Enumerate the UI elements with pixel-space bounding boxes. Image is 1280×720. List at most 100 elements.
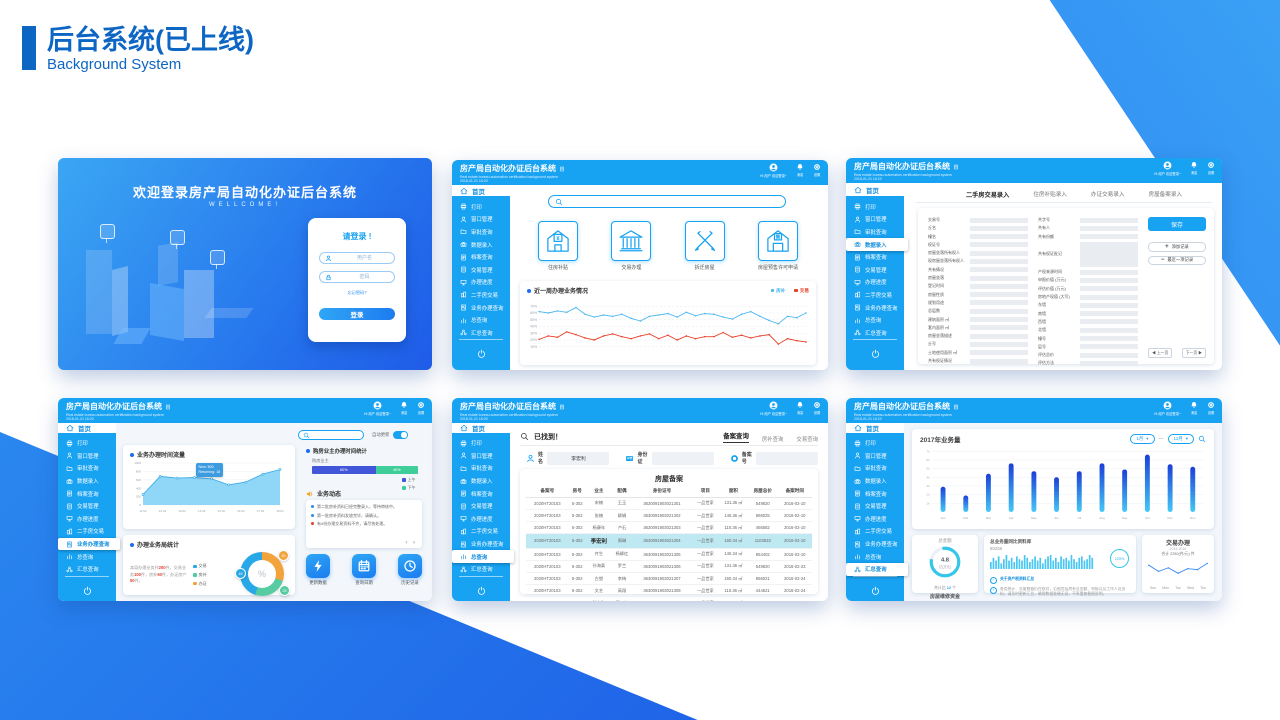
power-button[interactable] [477, 582, 486, 600]
messages-button[interactable]: 消息 [1190, 401, 1198, 416]
login-button[interactable]: 登录 [319, 308, 395, 320]
sidebar-item-9[interactable]: 总查询 [846, 550, 904, 563]
shortcut-2[interactable]: 拆迁房屋 [675, 221, 735, 271]
input-placeholder-bar[interactable] [970, 350, 1028, 356]
sidebar-item-6[interactable]: 办理进度 [846, 276, 904, 289]
input-placeholder-bar[interactable] [1080, 336, 1138, 342]
sidebar-item-4[interactable]: 档案查询 [846, 487, 904, 500]
news-item[interactable]: 有4份办理交易资料不齐，请尽快处理。 [311, 521, 417, 526]
tab-3[interactable]: 房屋备案录入 [1148, 192, 1183, 198]
input-placeholder-bar[interactable] [970, 225, 1028, 231]
password-input[interactable] [335, 273, 394, 281]
next-page-button[interactable]: 下一页 ▶ [1181, 348, 1206, 358]
table-row[interactable]: 2020HT20103 5-302 宋楠 王玉 3630091903021301 一品世家… [526, 497, 812, 510]
sidebar-item-home[interactable]: 首页 [452, 423, 510, 433]
shortcut-3[interactable]: 售 房屋预售许可申请 [748, 221, 808, 271]
add-record-button[interactable]: + 添加记录 [1148, 242, 1206, 252]
sidebar-item-8[interactable]: 业务办理查询 [452, 538, 510, 551]
input-placeholder-bar[interactable] [1080, 294, 1138, 300]
sidebar-item-5[interactable]: 交易管理 [846, 263, 904, 276]
sidebar-item-7[interactable]: 二手房交易 [452, 525, 510, 538]
power-button[interactable] [83, 582, 92, 600]
table-row[interactable]: 2020HT20103 5-302 李宏利 周琳 3630091903021304 一品世… [526, 533, 812, 549]
shortcut-1[interactable]: 交易办理 [601, 221, 661, 271]
messages-button[interactable]: 消息 [796, 163, 804, 178]
sidebar-item-5[interactable]: 交易管理 [452, 263, 510, 276]
sidebar-item-9[interactable]: 总查询 [452, 314, 510, 327]
username-field[interactable] [319, 252, 395, 264]
record-tab-0[interactable]: 备案查询 [723, 431, 749, 443]
input-placeholder-bar[interactable] [1080, 360, 1138, 366]
input-placeholder-bar[interactable] [970, 317, 1028, 323]
sidebar-item-3[interactable]: 数据录入 [58, 475, 116, 488]
table-row[interactable]: 2020HT20103 5-302 古塑 李梅 3630091903021307 一品世家… [526, 572, 812, 586]
sidebar-item-4[interactable]: 档案查询 [452, 487, 510, 500]
sidebar-item-6[interactable]: 办理进度 [58, 513, 116, 526]
input-placeholder-bar[interactable] [970, 325, 1028, 331]
record-tab-1[interactable]: 房补查询 [761, 436, 784, 443]
messages-button[interactable]: 消息 [796, 401, 804, 416]
sidebar-item-1[interactable]: 窗口管理 [58, 450, 116, 463]
sidebar-item-2[interactable]: 审批查询 [846, 462, 904, 475]
sidebar-item-2[interactable]: 审批查询 [452, 226, 510, 239]
sidebar-item-home[interactable]: 首页 [58, 423, 116, 433]
sidebar-item-8[interactable]: 业务办理查询 [452, 301, 510, 314]
input-placeholder-bar[interactable] [970, 292, 1028, 298]
month-to-select[interactable]: 12月 ▾ [1167, 434, 1194, 444]
sidebar-item-10[interactable]: 汇总查询 [846, 562, 908, 576]
search-bar[interactable] [548, 195, 786, 208]
input-placeholder-bar[interactable] [970, 258, 1028, 264]
input-placeholder-bar[interactable] [970, 283, 1028, 289]
user-menu[interactable]: HI 用户 欢迎登录~ [1154, 401, 1181, 416]
sidebar-item-8[interactable]: 业务办理查询 [58, 537, 120, 551]
sidebar-item-4[interactable]: 档案查询 [846, 251, 904, 264]
messages-button[interactable]: 消息 [1190, 161, 1198, 176]
input-placeholder-bar[interactable] [1080, 327, 1138, 333]
table-row[interactable]: 2020HT20103 5-302 文艺 高翔 3630091903021308 一品世家… [526, 584, 812, 598]
sidebar-item-1[interactable]: 窗口管理 [452, 450, 510, 463]
input-placeholder-bar[interactable] [970, 308, 1028, 314]
input-placeholder-bar[interactable] [970, 300, 1028, 306]
settings-button[interactable]: 设置 [417, 401, 425, 416]
sidebar-item-1[interactable]: 窗口管理 [846, 450, 904, 463]
prev-page-button[interactable]: ◀ 上一页 [1148, 348, 1173, 358]
sidebar-item-7[interactable]: 二手房交易 [846, 289, 904, 302]
input-placeholder-bar[interactable] [1080, 352, 1138, 358]
sidebar-item-10[interactable]: 汇总查询 [846, 326, 904, 339]
input-placeholder-bar[interactable] [970, 358, 1028, 364]
sidebar-item-2[interactable]: 审批查询 [846, 226, 904, 239]
shortcut-0[interactable]: ¥ 住房补贴 [528, 221, 588, 271]
input-placeholder-bar[interactable] [970, 242, 1028, 248]
power-button[interactable] [871, 345, 880, 363]
sidebar-item-8[interactable]: 业务办理查询 [846, 301, 904, 314]
user-menu[interactable]: HI 用户 欢迎登录~ [760, 401, 787, 416]
input-placeholder-bar[interactable] [1080, 241, 1138, 267]
sidebar-item-0[interactable]: 打印 [452, 200, 510, 213]
filter-input-2[interactable] [756, 451, 818, 465]
input-placeholder-bar[interactable] [1080, 344, 1138, 350]
input-placeholder-bar[interactable] [970, 267, 1028, 273]
sidebar-item-4[interactable]: 档案查询 [58, 487, 116, 500]
news-item[interactable]: 第二批房补资料已经完整录入，等待审核中。 [311, 504, 417, 509]
sidebar-item-0[interactable]: 打印 [452, 437, 510, 450]
quick-button-1[interactable]: 查询日期 [352, 554, 376, 586]
news-item[interactable]: 第一批房补资料发放完毕，请确认。 [311, 513, 417, 518]
sidebar-item-home[interactable]: 首页 [846, 423, 904, 433]
input-placeholder-bar[interactable] [1080, 234, 1138, 240]
sidebar-item-5[interactable]: 交易管理 [846, 500, 904, 513]
input-placeholder-bar[interactable] [1080, 302, 1138, 308]
table-row[interactable]: 2020HT20103 5-302 张楠 柳娟 3630091903021302 一品世家… [526, 509, 812, 523]
sidebar-item-3[interactable]: 数据录入 [452, 475, 510, 488]
sidebar-item-5[interactable]: 交易管理 [452, 500, 510, 513]
tab-2[interactable]: 办证交易录入 [1090, 192, 1125, 198]
input-placeholder-bar[interactable] [970, 341, 1028, 347]
news-pager[interactable]: ‹ › [405, 540, 417, 546]
sidebar-item-3[interactable]: 数据录入 [846, 475, 904, 488]
sidebar-item-9[interactable]: 总查询 [58, 550, 116, 563]
sidebar-item-10[interactable]: 汇总查询 [452, 326, 510, 339]
settings-button[interactable]: 设置 [813, 163, 821, 178]
input-placeholder-bar[interactable] [970, 275, 1028, 281]
sidebar-item-home[interactable]: 首页 [452, 185, 510, 197]
sidebar-item-7[interactable]: 二手房交易 [846, 525, 904, 538]
sidebar-item-1[interactable]: 窗口管理 [452, 213, 510, 226]
